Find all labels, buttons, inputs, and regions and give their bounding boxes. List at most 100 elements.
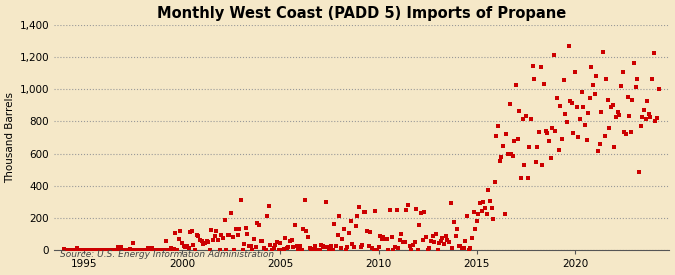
Point	[67, 248, 78, 253]
Point	[651, 116, 662, 120]
Point	[427, 233, 438, 238]
Point	[306, 247, 317, 251]
Point	[324, 248, 335, 253]
Point	[265, 243, 276, 247]
Point	[653, 87, 664, 91]
Point	[391, 207, 402, 212]
Point	[539, 82, 549, 86]
Point	[551, 96, 562, 100]
Point	[91, 248, 102, 253]
Point	[316, 243, 327, 247]
Point	[406, 248, 416, 253]
Point	[365, 230, 376, 234]
Point	[252, 221, 263, 225]
Point	[327, 248, 338, 253]
Point	[385, 208, 396, 212]
Point	[416, 211, 427, 216]
Point	[236, 198, 246, 203]
Point	[603, 98, 614, 103]
Point	[573, 135, 584, 139]
Point	[486, 205, 497, 210]
Point	[585, 96, 595, 100]
Point	[227, 235, 238, 239]
Point	[534, 130, 545, 134]
Point	[62, 248, 73, 253]
Point	[562, 120, 572, 125]
Point	[329, 222, 340, 226]
Point	[440, 233, 451, 238]
Point	[340, 248, 351, 253]
Point	[620, 132, 631, 137]
Point	[448, 219, 459, 224]
Point	[279, 236, 290, 240]
Point	[531, 160, 541, 164]
Point	[496, 155, 507, 159]
Point	[214, 248, 225, 253]
Point	[246, 244, 256, 248]
Point	[190, 248, 200, 253]
Point	[334, 214, 345, 218]
Point	[604, 125, 615, 130]
Point	[114, 248, 125, 253]
Point	[493, 124, 504, 128]
Point	[350, 224, 361, 228]
Point	[630, 85, 641, 90]
Point	[313, 248, 323, 253]
Point	[278, 247, 289, 251]
Point	[196, 239, 207, 243]
Title: Monthly West Coast (PADD 5) Imports of Propane: Monthly West Coast (PADD 5) Imports of P…	[157, 6, 566, 21]
Point	[148, 248, 159, 253]
Point	[465, 246, 476, 250]
Point	[557, 136, 568, 141]
Point	[291, 244, 302, 249]
Point	[293, 248, 304, 253]
Point	[134, 248, 144, 253]
Point	[82, 248, 92, 252]
Point	[223, 233, 234, 238]
Point	[591, 74, 602, 78]
Point	[425, 239, 436, 243]
Point	[535, 65, 546, 70]
Point	[163, 248, 174, 253]
Point	[594, 142, 605, 147]
Point	[601, 77, 612, 81]
Point	[259, 246, 269, 250]
Point	[358, 210, 369, 215]
Point	[421, 234, 431, 239]
Point	[563, 43, 574, 48]
Point	[86, 248, 97, 253]
Point	[558, 78, 569, 83]
Point	[537, 163, 547, 167]
Point	[260, 248, 271, 253]
Point	[477, 209, 487, 213]
Point	[268, 246, 279, 250]
Point	[550, 129, 561, 133]
Point	[267, 248, 277, 253]
Point	[180, 245, 190, 249]
Point	[271, 240, 282, 244]
Point	[504, 101, 515, 106]
Point	[234, 227, 245, 231]
Point	[131, 248, 142, 252]
Point	[198, 242, 209, 246]
Point	[489, 180, 500, 185]
Point	[516, 176, 526, 180]
Point	[290, 222, 300, 227]
Point	[509, 138, 520, 143]
Point	[283, 244, 294, 249]
Point	[160, 239, 171, 243]
Point	[72, 246, 82, 250]
Point	[565, 98, 576, 103]
Point	[301, 229, 312, 233]
Point	[168, 247, 179, 251]
Point	[434, 241, 445, 245]
Point	[555, 104, 566, 108]
Point	[98, 248, 109, 253]
Point	[570, 70, 580, 75]
Point	[171, 248, 182, 252]
Point	[285, 239, 296, 243]
Point	[452, 227, 462, 231]
Point	[429, 240, 439, 244]
Point	[281, 246, 292, 251]
Point	[170, 231, 181, 235]
